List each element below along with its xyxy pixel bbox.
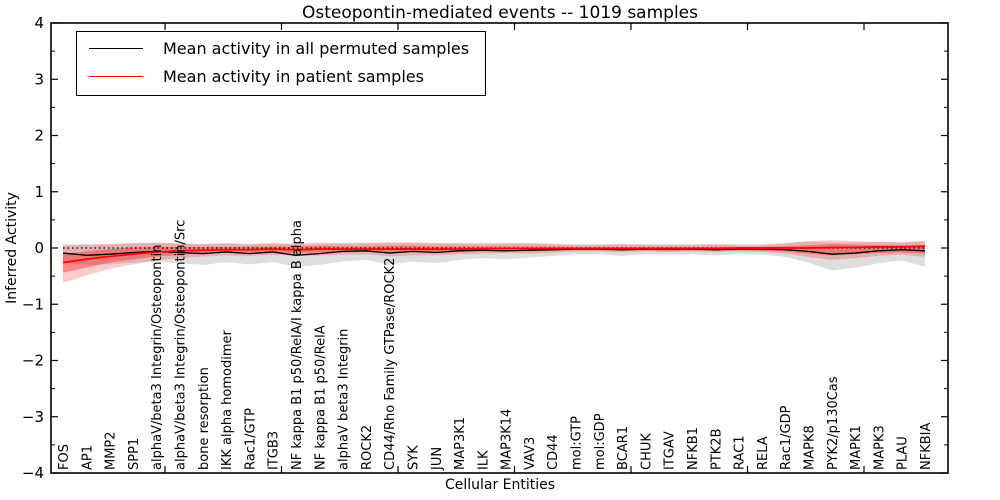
x-category-label: ITGAV	[663, 431, 678, 470]
permuted-line-swatch	[89, 48, 143, 49]
patient-mean-line	[62, 245, 926, 264]
x-category-label: ITGB3	[267, 431, 282, 470]
x-category-label: MAPK8	[803, 425, 818, 470]
x-category-label: bone resorption	[197, 367, 212, 470]
x-category-label: NF kappa B1 p50/RelA/I kappa B alpha	[290, 220, 305, 470]
y-tick-label: −1	[22, 295, 44, 313]
permuted-mean-line	[62, 248, 926, 256]
x-category-label: alphaV/beta3 Integrin/Osteopontin/Src	[173, 220, 188, 470]
x-category-label: CD44	[546, 434, 561, 470]
x-category-label: SPP1	[127, 438, 142, 470]
x-category-label: Rac1/GDP	[779, 405, 794, 470]
x-category-label: NF kappa B1 p50/RelA	[313, 325, 328, 470]
x-category-label: MAPK1	[849, 425, 864, 470]
x-category-label: CHUK	[639, 433, 654, 470]
y-tick-label: −3	[22, 408, 44, 426]
y-tick-label: 4	[34, 14, 44, 32]
patient-band-inner	[63, 244, 925, 273]
patient-band-outer	[63, 240, 925, 283]
x-category-label: AP1	[80, 445, 95, 470]
y-tick-label: 3	[34, 70, 44, 88]
y-tick-label: 0	[34, 239, 44, 257]
x-category-label: PTK2B	[709, 429, 724, 471]
x-category-label: CD44/Rho Family GTPase/ROCK2	[383, 258, 398, 470]
legend-entry-permuted: Mean activity in all permuted samples	[89, 39, 469, 58]
x-category-label: FOS	[57, 444, 72, 470]
x-category-label: MAP3K1	[453, 417, 468, 470]
patient-line-swatch	[89, 76, 143, 77]
x-category-label: ROCK2	[360, 425, 375, 470]
legend-box: Mean activity in all permuted samples Me…	[76, 31, 487, 96]
legend-label-patient: Mean activity in patient samples	[163, 67, 424, 86]
y-tick-label: −2	[22, 352, 44, 370]
x-category-label: SYK	[406, 445, 421, 470]
y-tick-label: 2	[34, 127, 44, 145]
x-axis-label: Cellular Entities	[444, 477, 556, 493]
y-axis-label: Inferred Activity	[4, 192, 20, 304]
legend-label-permuted: Mean activity in all permuted samples	[163, 39, 470, 58]
x-category-label: RELA	[756, 436, 771, 470]
x-category-label: MAP3K14	[500, 409, 515, 470]
x-category-label: PYK2/p130Cas	[826, 376, 841, 470]
y-tick-label: 1	[34, 183, 44, 201]
x-category-label: BCAR1	[616, 426, 631, 470]
x-category-label: ILK	[476, 450, 491, 470]
x-category-label: Rac1/GTP	[243, 408, 258, 470]
legend-entry-patient: Mean activity in patient samples	[89, 67, 469, 86]
x-category-label: MAPK3	[872, 425, 887, 470]
x-category-label: NFKB1	[686, 427, 701, 470]
x-category-label: alphaV/beta3 Integrin/Osteopontin	[150, 245, 165, 470]
x-category-label: JUN	[430, 447, 445, 471]
x-category-label: mol:GDP	[593, 413, 608, 470]
x-category-label: MMP2	[104, 431, 119, 470]
x-category-label: mol:GTP	[570, 416, 585, 470]
x-category-label: IKK alpha homodimer	[220, 329, 235, 470]
y-tick-label: −4	[22, 464, 44, 482]
x-category-label: VAV3	[523, 437, 538, 470]
x-category-label: alphaV beta3 Integrin	[337, 329, 352, 470]
chart-title: Osteopontin-mediated events -- 1019 samp…	[302, 3, 698, 23]
x-category-label: PLAU	[896, 436, 911, 470]
x-category-label: RAC1	[733, 435, 748, 470]
x-category-label: NFKBIA	[919, 423, 934, 470]
